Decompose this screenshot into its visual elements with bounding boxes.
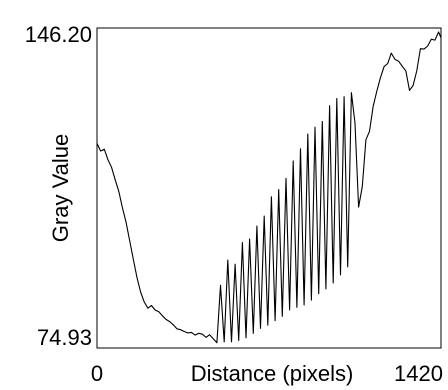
y-axis-label: Gray Value xyxy=(48,134,73,242)
x-tick-label-max: 1420 xyxy=(394,361,443,386)
x-axis-label: Distance (pixels) xyxy=(191,361,354,386)
plot-frame xyxy=(96,27,442,349)
x-tick-label-min: 0 xyxy=(91,361,103,386)
gray-value-profile-line xyxy=(96,31,442,344)
y-tick-label-max: 146.20 xyxy=(25,22,92,47)
y-tick-label-min: 74.93 xyxy=(37,325,92,350)
